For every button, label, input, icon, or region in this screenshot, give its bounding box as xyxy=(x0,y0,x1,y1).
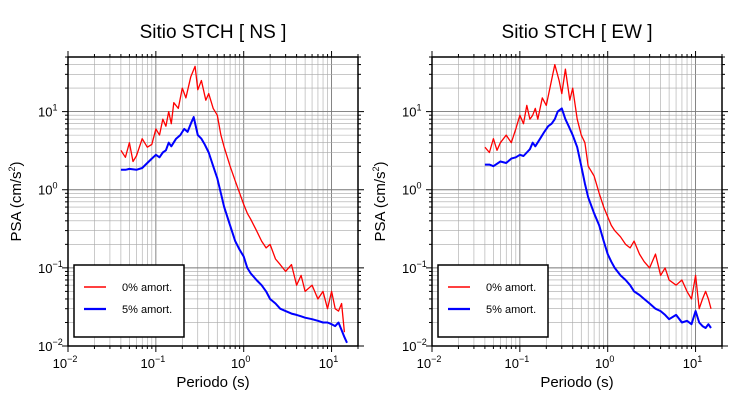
x-tick-label-base: 10 xyxy=(417,356,431,371)
y-tick-label: 100 xyxy=(402,181,421,198)
y-axis-label: PSA (cm/s2) xyxy=(7,161,25,241)
legend-box xyxy=(73,264,185,338)
x-tick-label-base: 10 xyxy=(231,356,245,371)
chart-panel-ns: Sitio STCH [ NS ]10−2 10−1 100 10110−210−11… xyxy=(7,22,364,391)
y-axis-label-exponent: 2 xyxy=(371,166,381,171)
y-tick-label-base: 10 xyxy=(402,183,416,198)
y-axis-label-close: ) xyxy=(372,161,389,166)
x-tick-label: 10−2 xyxy=(417,354,442,371)
y-tick-label-base: 10 xyxy=(38,261,52,276)
x-tick-label-base: 10 xyxy=(683,356,697,371)
y-tick-label-exponent: −2 xyxy=(52,337,62,347)
x-tick-label: 100 xyxy=(595,354,614,371)
x-tick-label-base: 10 xyxy=(319,356,333,371)
x-tick-label-base: 10 xyxy=(53,356,67,371)
legend-box xyxy=(437,264,549,338)
y-tick-label-base: 10 xyxy=(402,105,416,120)
legend-label: 0% amort. xyxy=(122,282,172,294)
y-axis-label-text: PSA (cm/s xyxy=(372,172,389,242)
y-tick-label: 10−1 xyxy=(402,259,427,276)
legend-label: 0% amort. xyxy=(486,282,536,294)
y-axis-label-close: ) xyxy=(8,161,25,166)
x-tick-label-exponent: −2 xyxy=(431,354,441,364)
x-tick-label: 101 xyxy=(319,354,338,371)
y-axis-label: PSA (cm/s2) xyxy=(371,161,389,241)
y-tick-label: 10−2 xyxy=(402,337,427,354)
y-axis-label-text: PSA (cm/s xyxy=(8,172,25,242)
chart-title: Sitio STCH [ EW ] xyxy=(502,22,653,43)
legend-label: 5% amort. xyxy=(122,304,172,316)
x-tick-label: 100 xyxy=(231,354,250,371)
axis-ticks xyxy=(62,51,364,352)
x-tick-label-exponent: −1 xyxy=(519,354,529,364)
x-tick-label-exponent: −1 xyxy=(155,354,165,364)
x-tick-label-base: 10 xyxy=(504,356,518,371)
x-tick-label: 10−1 xyxy=(504,354,529,371)
series-line-amort-0 xyxy=(120,65,346,333)
y-tick-label-base: 10 xyxy=(402,339,416,354)
x-tick-label: 10−1 xyxy=(140,354,165,371)
y-tick-label-exponent: 0 xyxy=(52,181,57,191)
series-line-amort-5 xyxy=(120,116,348,344)
y-tick-label-base: 10 xyxy=(38,339,52,354)
y-tick-label-exponent: −2 xyxy=(416,337,426,347)
series-line-amort-0 xyxy=(484,63,712,310)
x-axis-label: Periodo (s) xyxy=(176,374,249,391)
x-tick-label-exponent: 0 xyxy=(609,354,614,364)
x-tick-label-exponent: 1 xyxy=(697,354,702,364)
legend: 0% amort. 5% amort. xyxy=(73,264,185,338)
series-line-amort-5 xyxy=(484,107,712,329)
y-tick-label: 101 xyxy=(38,103,57,120)
x-tick-label-exponent: 0 xyxy=(245,354,250,364)
y-tick-label-base: 10 xyxy=(402,261,416,276)
y-tick-label-exponent: −1 xyxy=(416,259,426,269)
y-tick-label-exponent: 0 xyxy=(416,181,421,191)
x-tick-label-exponent: 1 xyxy=(333,354,338,364)
y-axis-label-exponent: 2 xyxy=(7,166,17,171)
x-tick-label-base: 10 xyxy=(595,356,609,371)
legend-label: 5% amort. xyxy=(486,304,536,316)
y-tick-label-exponent: 1 xyxy=(52,103,57,113)
chart-panel-ew: Sitio STCH [ EW ]10−2 10−1 100 10110−210−11… xyxy=(371,22,728,391)
y-tick-label-exponent: −1 xyxy=(52,259,62,269)
x-tick-label-base: 10 xyxy=(140,356,154,371)
x-tick-label-exponent: −2 xyxy=(67,354,77,364)
x-axis-label: Periodo (s) xyxy=(540,374,613,391)
x-tick-label: 10−2 xyxy=(53,354,78,371)
y-tick-label-base: 10 xyxy=(38,183,52,198)
y-tick-label: 10−2 xyxy=(38,337,63,354)
x-tick-label: 101 xyxy=(683,354,702,371)
axis-ticks xyxy=(426,51,728,352)
legend: 0% amort. 5% amort. xyxy=(437,264,549,338)
y-tick-label: 101 xyxy=(402,103,421,120)
y-tick-label: 10−1 xyxy=(38,259,63,276)
y-tick-label: 100 xyxy=(38,181,57,198)
chart-title: Sitio STCH [ NS ] xyxy=(140,22,287,43)
y-tick-label-base: 10 xyxy=(38,105,52,120)
y-tick-label-exponent: 1 xyxy=(416,103,421,113)
